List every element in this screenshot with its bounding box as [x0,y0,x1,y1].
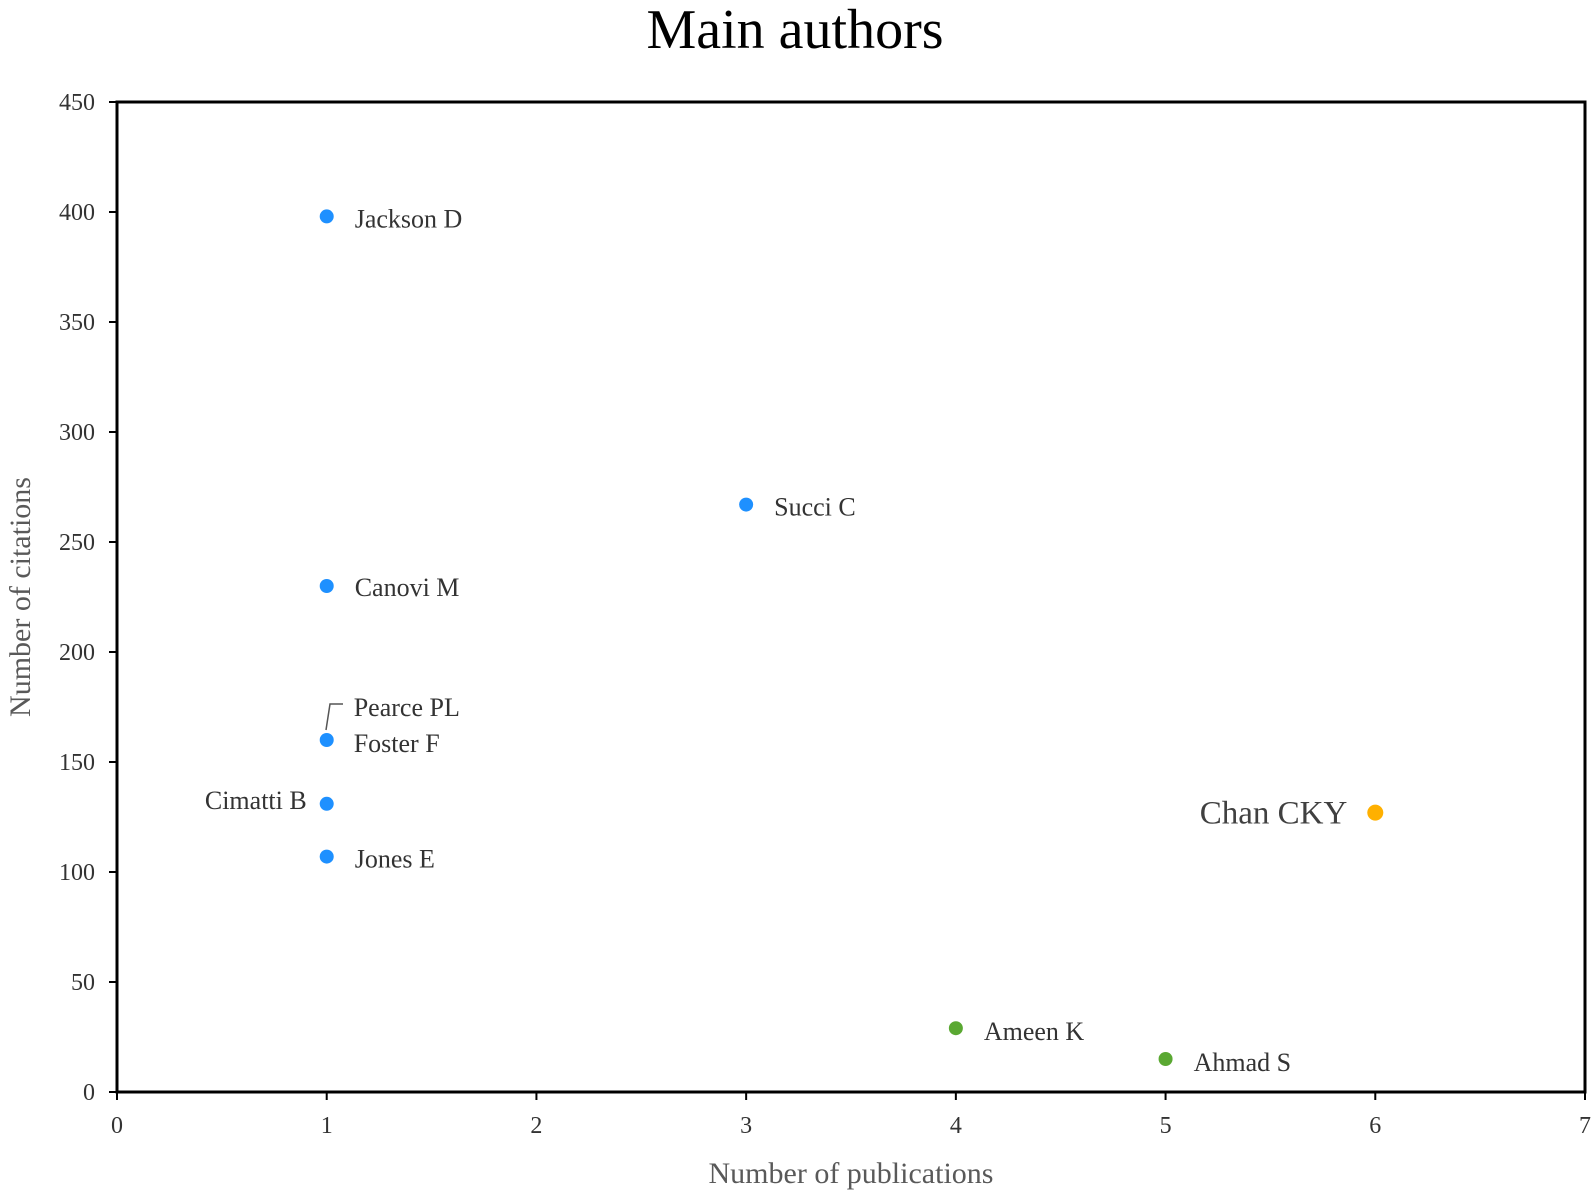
x-axis: 0 1 2 3 4 5 6 7 [111,1092,1591,1139]
y-tick-label: 350 [59,310,95,336]
data-point [319,579,334,593]
data-point [319,796,334,811]
point-label: Chan CKY [1200,796,1348,832]
y-tick-label: 200 [59,640,95,666]
point-label: Jones E [355,845,435,874]
x-tick-label: 2 [530,1113,542,1139]
data-point [948,1021,963,1036]
y-axis: 0 50 100 150 200 250 300 350 400 450 [59,90,117,1106]
point-label: Foster F [354,729,440,758]
plot-area-frame [115,100,1587,1094]
data-point [1158,1052,1173,1066]
y-tick-label: 300 [59,420,95,446]
chart-title: Main authors [646,0,943,61]
label-leader-line [325,703,343,731]
point-label: Pearce PL [354,693,460,722]
data-point [319,849,334,864]
x-tick-label: 5 [1160,1113,1172,1139]
data-points: Jackson D Succi C Canovi M Pearce PL Foster … [205,204,1384,1077]
y-tick-label: 250 [59,530,95,556]
y-tick-label: 100 [59,860,95,886]
x-tick-label: 0 [111,1113,123,1139]
x-tick-label: 6 [1369,1113,1381,1139]
x-tick-label: 1 [321,1113,333,1139]
y-tick-label: 50 [71,970,95,996]
data-point [739,497,754,512]
data-point [319,209,334,224]
x-tick-label: 4 [950,1113,962,1139]
y-tick-label: 400 [59,200,95,226]
point-label: Ameen K [984,1017,1085,1046]
point-label: Cimatti B [205,786,307,815]
x-tick-label: 3 [740,1113,752,1139]
point-label: Jackson D [355,204,463,233]
data-point [319,733,334,747]
point-label: Canovi M [355,573,460,602]
y-axis-label: Number of citations [4,477,37,717]
y-tick-label: 150 [59,750,95,776]
data-point [1367,804,1384,821]
y-tick-label: 0 [83,1080,95,1106]
point-label: Succi C [774,493,856,522]
y-tick-label: 450 [59,90,95,116]
x-tick-label: 7 [1579,1113,1591,1139]
x-axis-label: Number of publications [709,1157,994,1190]
point-label: Ahmad S [1194,1048,1292,1077]
